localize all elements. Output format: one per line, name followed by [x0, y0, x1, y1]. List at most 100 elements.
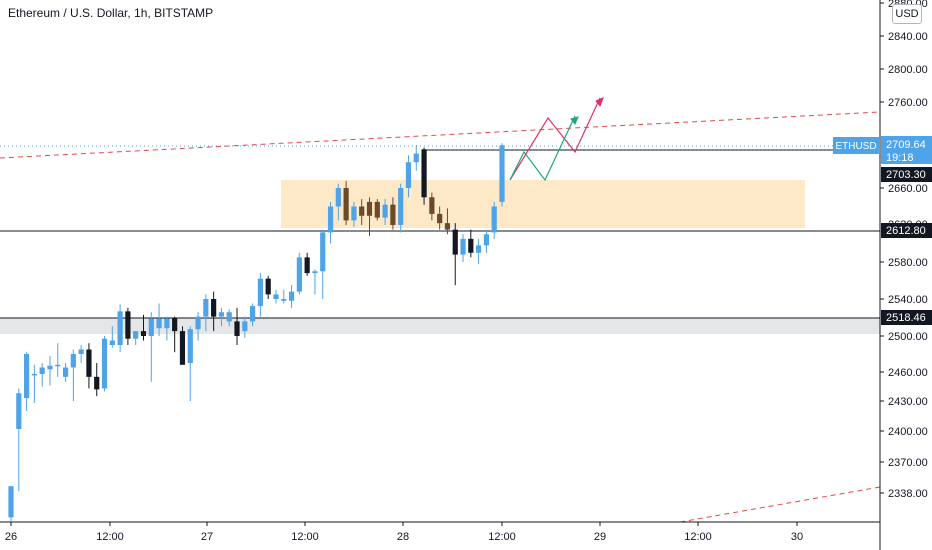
candle-body — [125, 311, 131, 339]
y-tick-label: 2660.00 — [888, 183, 928, 195]
ethusd-symbol-label: ETHUSD — [835, 141, 876, 152]
x-tick-label: 29 — [594, 531, 606, 543]
candle-body — [172, 318, 178, 332]
support-lower-price-value: 2518.46 — [886, 312, 926, 324]
candle-body — [242, 321, 248, 332]
x-tick-label: 12:00 — [291, 531, 319, 543]
candle-body — [351, 206, 357, 221]
x-tick-label: 27 — [201, 531, 213, 543]
candle-body — [140, 331, 147, 336]
candle-body — [101, 338, 108, 389]
candle-body — [148, 318, 154, 336]
candle-body — [304, 257, 310, 274]
candle-body — [273, 294, 279, 299]
x-tick-label: 28 — [397, 531, 409, 543]
candle-body — [234, 321, 240, 336]
y-tick-label: 2430.00 — [888, 396, 928, 408]
y-tick-label: 2370.00 — [888, 457, 928, 469]
candle-body — [8, 486, 14, 518]
candle-body — [421, 149, 427, 198]
y-axis-labels: 2880.00 2840.00 2800.00 2760.00 2660.00 … — [888, 0, 928, 500]
support-lower-price-tag: 2518.46 — [881, 310, 932, 325]
candle-body — [499, 145, 505, 202]
candle-body — [327, 206, 334, 233]
candle-body — [452, 229, 458, 255]
candle-body — [86, 349, 92, 377]
candle-body — [257, 278, 263, 307]
support-lower-price-box — [881, 310, 932, 325]
ethusd-countdown: 19:18 — [886, 152, 914, 164]
candle-body — [39, 367, 45, 374]
y-tick-label: 2580.00 — [888, 257, 928, 269]
x-axis-labels: 26 12:00 27 12:00 28 12:00 29 12:00 30 — [5, 531, 803, 543]
chart-title: Ethereum / U.S. Dollar, 1h, BITSTAMP — [8, 6, 214, 20]
candle-body — [62, 367, 69, 377]
candle-body — [320, 232, 326, 272]
candle-body — [250, 306, 256, 322]
candle-body — [468, 238, 474, 253]
candle-body — [437, 213, 443, 224]
y-tick-label: 2460.00 — [888, 367, 928, 379]
candle-body — [296, 257, 302, 292]
candle-body — [109, 340, 115, 345]
candle-body — [460, 238, 466, 255]
resistance-price-box — [881, 167, 932, 182]
y-tick-label: 2800.00 — [888, 64, 928, 76]
ethusd-price-value: 2709.64 — [886, 139, 926, 151]
candle-body — [335, 188, 341, 207]
candle-body — [195, 316, 201, 330]
candle-body — [359, 206, 365, 216]
candle-body — [444, 223, 451, 230]
y-axis-ticks — [880, 2, 884, 494]
candle-body — [374, 201, 380, 218]
candle-body — [413, 153, 419, 163]
candle-body — [55, 364, 61, 367]
candle-body — [288, 291, 295, 301]
candle-body — [265, 278, 271, 295]
lower-trend-line — [679, 486, 881, 523]
supply-zone — [281, 180, 805, 228]
x-tick-label: 12:00 — [488, 531, 516, 543]
candle-body — [78, 349, 84, 354]
candle-body — [218, 312, 225, 317]
candle-body — [382, 204, 388, 218]
support-upper-price-tag: 2612.80 — [881, 223, 932, 238]
candle-body — [117, 311, 123, 345]
candle-body — [491, 206, 497, 233]
upper-trend-line — [0, 111, 881, 159]
candle-body — [16, 393, 22, 429]
ethusd-price-tag: ETHUSD 2709.64 19:18 — [833, 136, 932, 164]
candle-body — [281, 299, 287, 301]
green-arrow-head — [570, 116, 579, 125]
resistance-price-tag: 2703.30 — [881, 167, 932, 182]
candle-body — [164, 318, 170, 329]
support-upper-price-box — [881, 223, 932, 238]
ethusd-symbol-box — [833, 137, 880, 154]
candle-body — [226, 312, 232, 322]
candle-body — [390, 204, 396, 225]
candles-group — [8, 143, 505, 521]
candle-body — [179, 331, 186, 365]
y-tick-label: 2400.00 — [888, 426, 928, 438]
resistance-price-value: 2703.30 — [886, 169, 926, 181]
x-tick-label: 12:00 — [684, 531, 712, 543]
candle-body — [94, 376, 100, 390]
currency-button[interactable]: USD — [892, 4, 922, 24]
ethusd-price-box — [881, 136, 932, 164]
candle-body — [398, 188, 404, 225]
candle-body — [483, 234, 490, 246]
candle-body — [366, 201, 373, 216]
support-zone — [0, 318, 880, 334]
green-projection-path — [509, 115, 576, 182]
candle-body — [187, 329, 193, 363]
x-axis-ticks — [10, 522, 798, 526]
candle-body — [343, 188, 349, 221]
y-tick-label: 2500.00 — [888, 331, 928, 343]
candle-body — [23, 354, 30, 399]
candle-body — [203, 299, 209, 317]
y-tick-label: 2338.00 — [888, 488, 928, 500]
pink-projection-path — [509, 97, 601, 181]
candle-body — [47, 365, 53, 370]
